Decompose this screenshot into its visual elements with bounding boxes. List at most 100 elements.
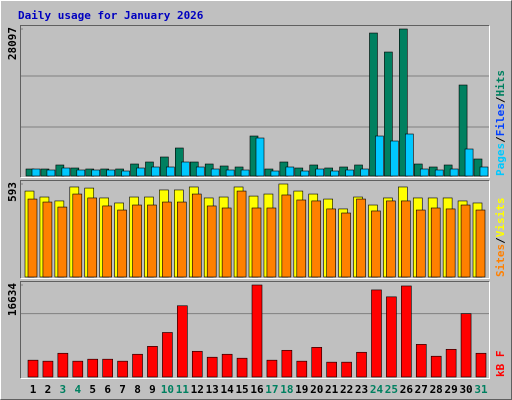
plot-border	[20, 25, 490, 178]
bar	[151, 166, 160, 177]
bar	[430, 355, 442, 378]
legend-entry: Files	[494, 103, 507, 136]
bar	[221, 353, 233, 378]
bar	[266, 207, 277, 278]
x-tick-label: 5	[89, 383, 96, 396]
plot-border	[20, 180, 490, 279]
bar	[330, 170, 339, 177]
bar	[434, 169, 444, 177]
bar	[117, 209, 127, 278]
bar	[401, 285, 412, 378]
legend-separator: /	[494, 136, 507, 143]
bar	[46, 169, 56, 177]
bar	[206, 356, 218, 378]
bar	[296, 199, 307, 278]
bar	[341, 212, 351, 278]
bar	[296, 360, 308, 378]
legend: kB F	[494, 351, 507, 378]
bar	[210, 168, 220, 177]
x-tick-label: 21	[325, 383, 339, 396]
bar	[160, 156, 169, 177]
bar	[240, 169, 250, 177]
x-tick-label: 13	[206, 383, 219, 396]
bar	[191, 350, 203, 378]
bar	[61, 167, 71, 177]
x-tick-label: 23	[355, 383, 368, 396]
x-tick-label: 30	[459, 383, 472, 396]
legend: Sites/Visits	[494, 198, 507, 278]
bar	[390, 140, 399, 177]
x-tick-label: 1	[30, 383, 37, 396]
bar	[369, 32, 378, 177]
x-tick-label: 22	[340, 383, 353, 396]
bar	[386, 296, 397, 378]
bar	[464, 148, 474, 177]
legend: Pages/Files/Hits	[494, 70, 507, 176]
bar	[236, 190, 247, 278]
bar	[449, 168, 459, 177]
bar	[147, 204, 157, 278]
x-tick-label: 18	[280, 383, 293, 396]
bar	[371, 210, 381, 278]
bar	[162, 201, 172, 278]
bar	[236, 357, 248, 378]
bar	[106, 169, 115, 177]
bar	[27, 359, 39, 378]
bar	[460, 313, 472, 378]
bar	[177, 305, 188, 378]
legend-separator: /	[494, 237, 507, 244]
legend-entry: Sites	[494, 244, 507, 277]
bar	[356, 351, 367, 378]
bar	[281, 349, 293, 378]
bar	[311, 200, 322, 278]
bar	[251, 284, 263, 378]
bar	[270, 170, 280, 177]
bar	[72, 360, 84, 378]
bar	[136, 167, 145, 177]
x-tick-label: 26	[400, 383, 414, 396]
bar	[479, 166, 489, 177]
plot-border	[20, 180, 490, 279]
bar	[87, 197, 98, 278]
x-tick-label: 15	[235, 383, 248, 396]
bar	[195, 166, 205, 177]
plot-border	[20, 25, 490, 178]
bar	[460, 204, 471, 278]
bar	[386, 200, 396, 278]
bar	[57, 206, 68, 278]
bar	[445, 348, 457, 378]
bar	[225, 169, 235, 177]
bar	[162, 332, 173, 378]
bar	[341, 361, 352, 378]
x-tick-label: 7	[119, 383, 126, 396]
bar	[371, 289, 382, 378]
x-tick-label: 3	[60, 383, 67, 396]
x-tick-label: 6	[104, 383, 111, 396]
bar	[415, 344, 427, 378]
y-tick-label: 593	[6, 182, 19, 202]
bar	[177, 201, 187, 278]
bar	[181, 161, 190, 177]
bar	[326, 208, 336, 278]
y-tick-label: 28097	[6, 27, 19, 60]
bar	[57, 352, 69, 378]
y-tick-label: 16634	[6, 283, 19, 316]
bar	[458, 84, 468, 177]
legend-separator: /	[494, 96, 507, 103]
plot-border	[20, 281, 490, 379]
bar	[281, 194, 292, 278]
x-tick-label: 9	[149, 383, 156, 396]
bar	[326, 361, 337, 378]
x-tick-label: 14	[221, 383, 235, 396]
x-tick-label: 25	[385, 383, 398, 396]
bar	[191, 193, 202, 278]
bar	[76, 169, 86, 177]
bar	[375, 135, 384, 177]
x-tick-label: 31	[474, 383, 488, 396]
bar	[91, 169, 101, 177]
bar	[401, 200, 411, 278]
bar	[221, 207, 232, 278]
bar	[300, 170, 310, 177]
bar	[121, 170, 130, 177]
